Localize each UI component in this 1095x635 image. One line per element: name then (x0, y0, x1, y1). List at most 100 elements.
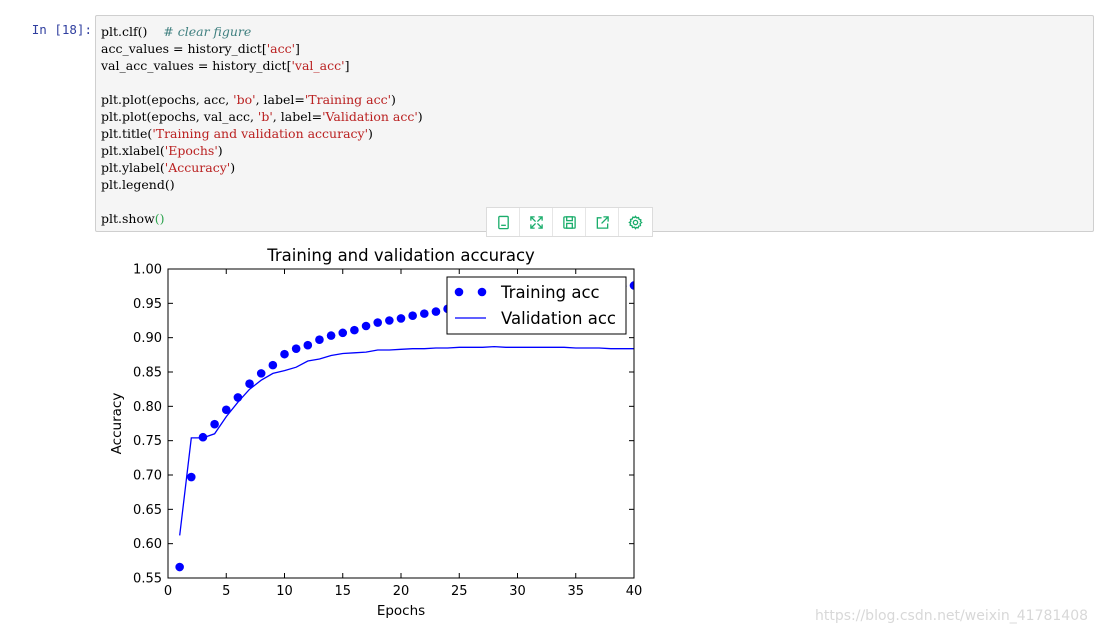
training-acc-point (175, 562, 184, 572)
code-token: plt.ylabel( (101, 160, 165, 175)
y-tick-label: 0.90 (133, 331, 162, 346)
code-token: , label= (272, 109, 323, 124)
legend: Training acc Validation acc (446, 276, 627, 335)
x-tick-label: 5 (222, 584, 230, 599)
y-tick-label: 0.80 (133, 400, 162, 415)
expand-icon (529, 215, 543, 229)
y-tick-label: 0.85 (133, 366, 162, 381)
x-tick-label: 10 (276, 584, 293, 599)
training-acc-point (198, 432, 208, 442)
code-line (101, 74, 423, 91)
training-acc-point (338, 328, 348, 338)
training-acc-point (431, 307, 441, 316)
code-token: ] (295, 41, 300, 56)
code-token: plt.legend() (101, 177, 175, 192)
y-tick-label: 0.55 (133, 572, 162, 587)
code-token: ) (391, 92, 396, 107)
training-acc-point (315, 335, 324, 345)
code-line (101, 193, 423, 210)
accuracy-chart: Training and validation accuracy 0 5 10 15 20… (109, 246, 642, 619)
training-acc-point (408, 311, 417, 320)
x-tick-label: 30 (509, 584, 526, 599)
code-token: ) (368, 126, 373, 141)
code-token: plt.plot(epochs, val_acc, (101, 109, 258, 124)
training-acc-point (361, 321, 371, 331)
code-token: 'Epochs' (164, 143, 218, 158)
x-tick-label: 20 (393, 584, 410, 599)
code-line: plt.plot(epochs, val_acc, 'b', label='Va… (101, 108, 423, 125)
share-button[interactable] (586, 208, 619, 236)
x-axis-label: Epochs (377, 603, 425, 619)
code-token: plt.title( (101, 126, 153, 141)
x-tick-label: 15 (334, 584, 351, 599)
save-button[interactable] (553, 208, 586, 236)
training-acc-point (629, 281, 634, 290)
code-token: 'Training acc' (304, 92, 392, 107)
training-acc-point (326, 331, 336, 340)
legend-box (446, 276, 627, 335)
training-acc-point (396, 314, 406, 323)
code-token: 'Training and validation accuracy' (152, 126, 369, 141)
code-token: 'Accuracy' (164, 160, 231, 175)
y-tick-label: 1.00 (133, 263, 162, 278)
code-token: 'bo' (233, 92, 256, 107)
legend-marker (477, 287, 487, 297)
code-line: plt.show() (101, 210, 423, 227)
code-token: # clear figure (163, 24, 252, 39)
code-line: acc_values = history_dict['acc'] (101, 40, 423, 57)
code-token: ) (230, 160, 236, 175)
code-line: plt.xlabel('Epochs') (101, 142, 423, 159)
code-token: () (154, 211, 165, 226)
training-acc-point (303, 340, 313, 350)
code-line: plt.clf() # clear figure (101, 23, 423, 40)
training-acc-point (245, 379, 254, 388)
cell-prompt: In [18]: (31, 22, 92, 37)
code-token: 'Validation acc' (322, 109, 418, 124)
code-token: val_acc_values = history_dict[ (101, 58, 292, 73)
expand-button[interactable] (520, 208, 553, 236)
settings-button[interactable] (619, 208, 652, 236)
legend-label: Training acc (500, 283, 600, 302)
code-token: ] (344, 58, 350, 73)
save-icon (562, 215, 576, 229)
legend-marker (454, 287, 464, 297)
code-line: val_acc_values = history_dict['val_acc'] (101, 57, 423, 74)
copy-button[interactable] (487, 208, 520, 236)
training-acc-point (268, 360, 278, 370)
y-tick-label: 0.95 (133, 297, 162, 312)
code-line: plt.legend() (101, 176, 423, 193)
x-tick-label: 25 (451, 584, 468, 599)
training-acc-point (373, 318, 383, 327)
code-token: 'val_acc' (291, 58, 345, 73)
code-line: plt.ylabel('Accuracy') (101, 159, 423, 176)
code-token: 'acc' (266, 41, 296, 56)
training-acc-point (280, 349, 289, 359)
training-acc-point (256, 369, 266, 378)
code-line: plt.plot(epochs, acc, 'bo', label='Train… (101, 91, 423, 108)
legend-label: Validation acc (501, 309, 616, 328)
copy-icon (497, 215, 509, 229)
x-tick-label: 0 (164, 584, 172, 599)
training-acc-point (221, 405, 231, 415)
code-cell[interactable]: plt.clf() # clear figure acc_values = his… (95, 15, 1094, 232)
training-acc-point (350, 325, 359, 335)
code-token: plt.xlabel( (101, 143, 165, 158)
code-token: plt.clf() (101, 24, 164, 39)
training-acc-point (210, 419, 219, 429)
y-tick-label: 0.65 (133, 503, 162, 518)
y-tick-label: 0.60 (133, 537, 162, 552)
training-acc-point (187, 472, 196, 482)
code-token: 'b' (257, 109, 273, 124)
y-tick-label: 0.75 (133, 434, 162, 449)
cell-toolbar (486, 207, 653, 237)
training-acc-point (385, 316, 394, 325)
code-token: plt.plot(epochs, acc, (101, 92, 234, 107)
training-acc-point (420, 309, 429, 318)
y-tick-label: 0.70 (133, 469, 162, 484)
code-token: ) (217, 143, 223, 158)
code-token: plt.show (101, 211, 155, 226)
code-editor[interactable]: plt.clf() # clear figure acc_values = his… (101, 23, 423, 227)
chart-title: Training and validation accuracy (266, 246, 535, 265)
code-token: acc_values = history_dict[ (101, 41, 267, 56)
code-line: plt.title('Training and validation accur… (101, 125, 423, 142)
